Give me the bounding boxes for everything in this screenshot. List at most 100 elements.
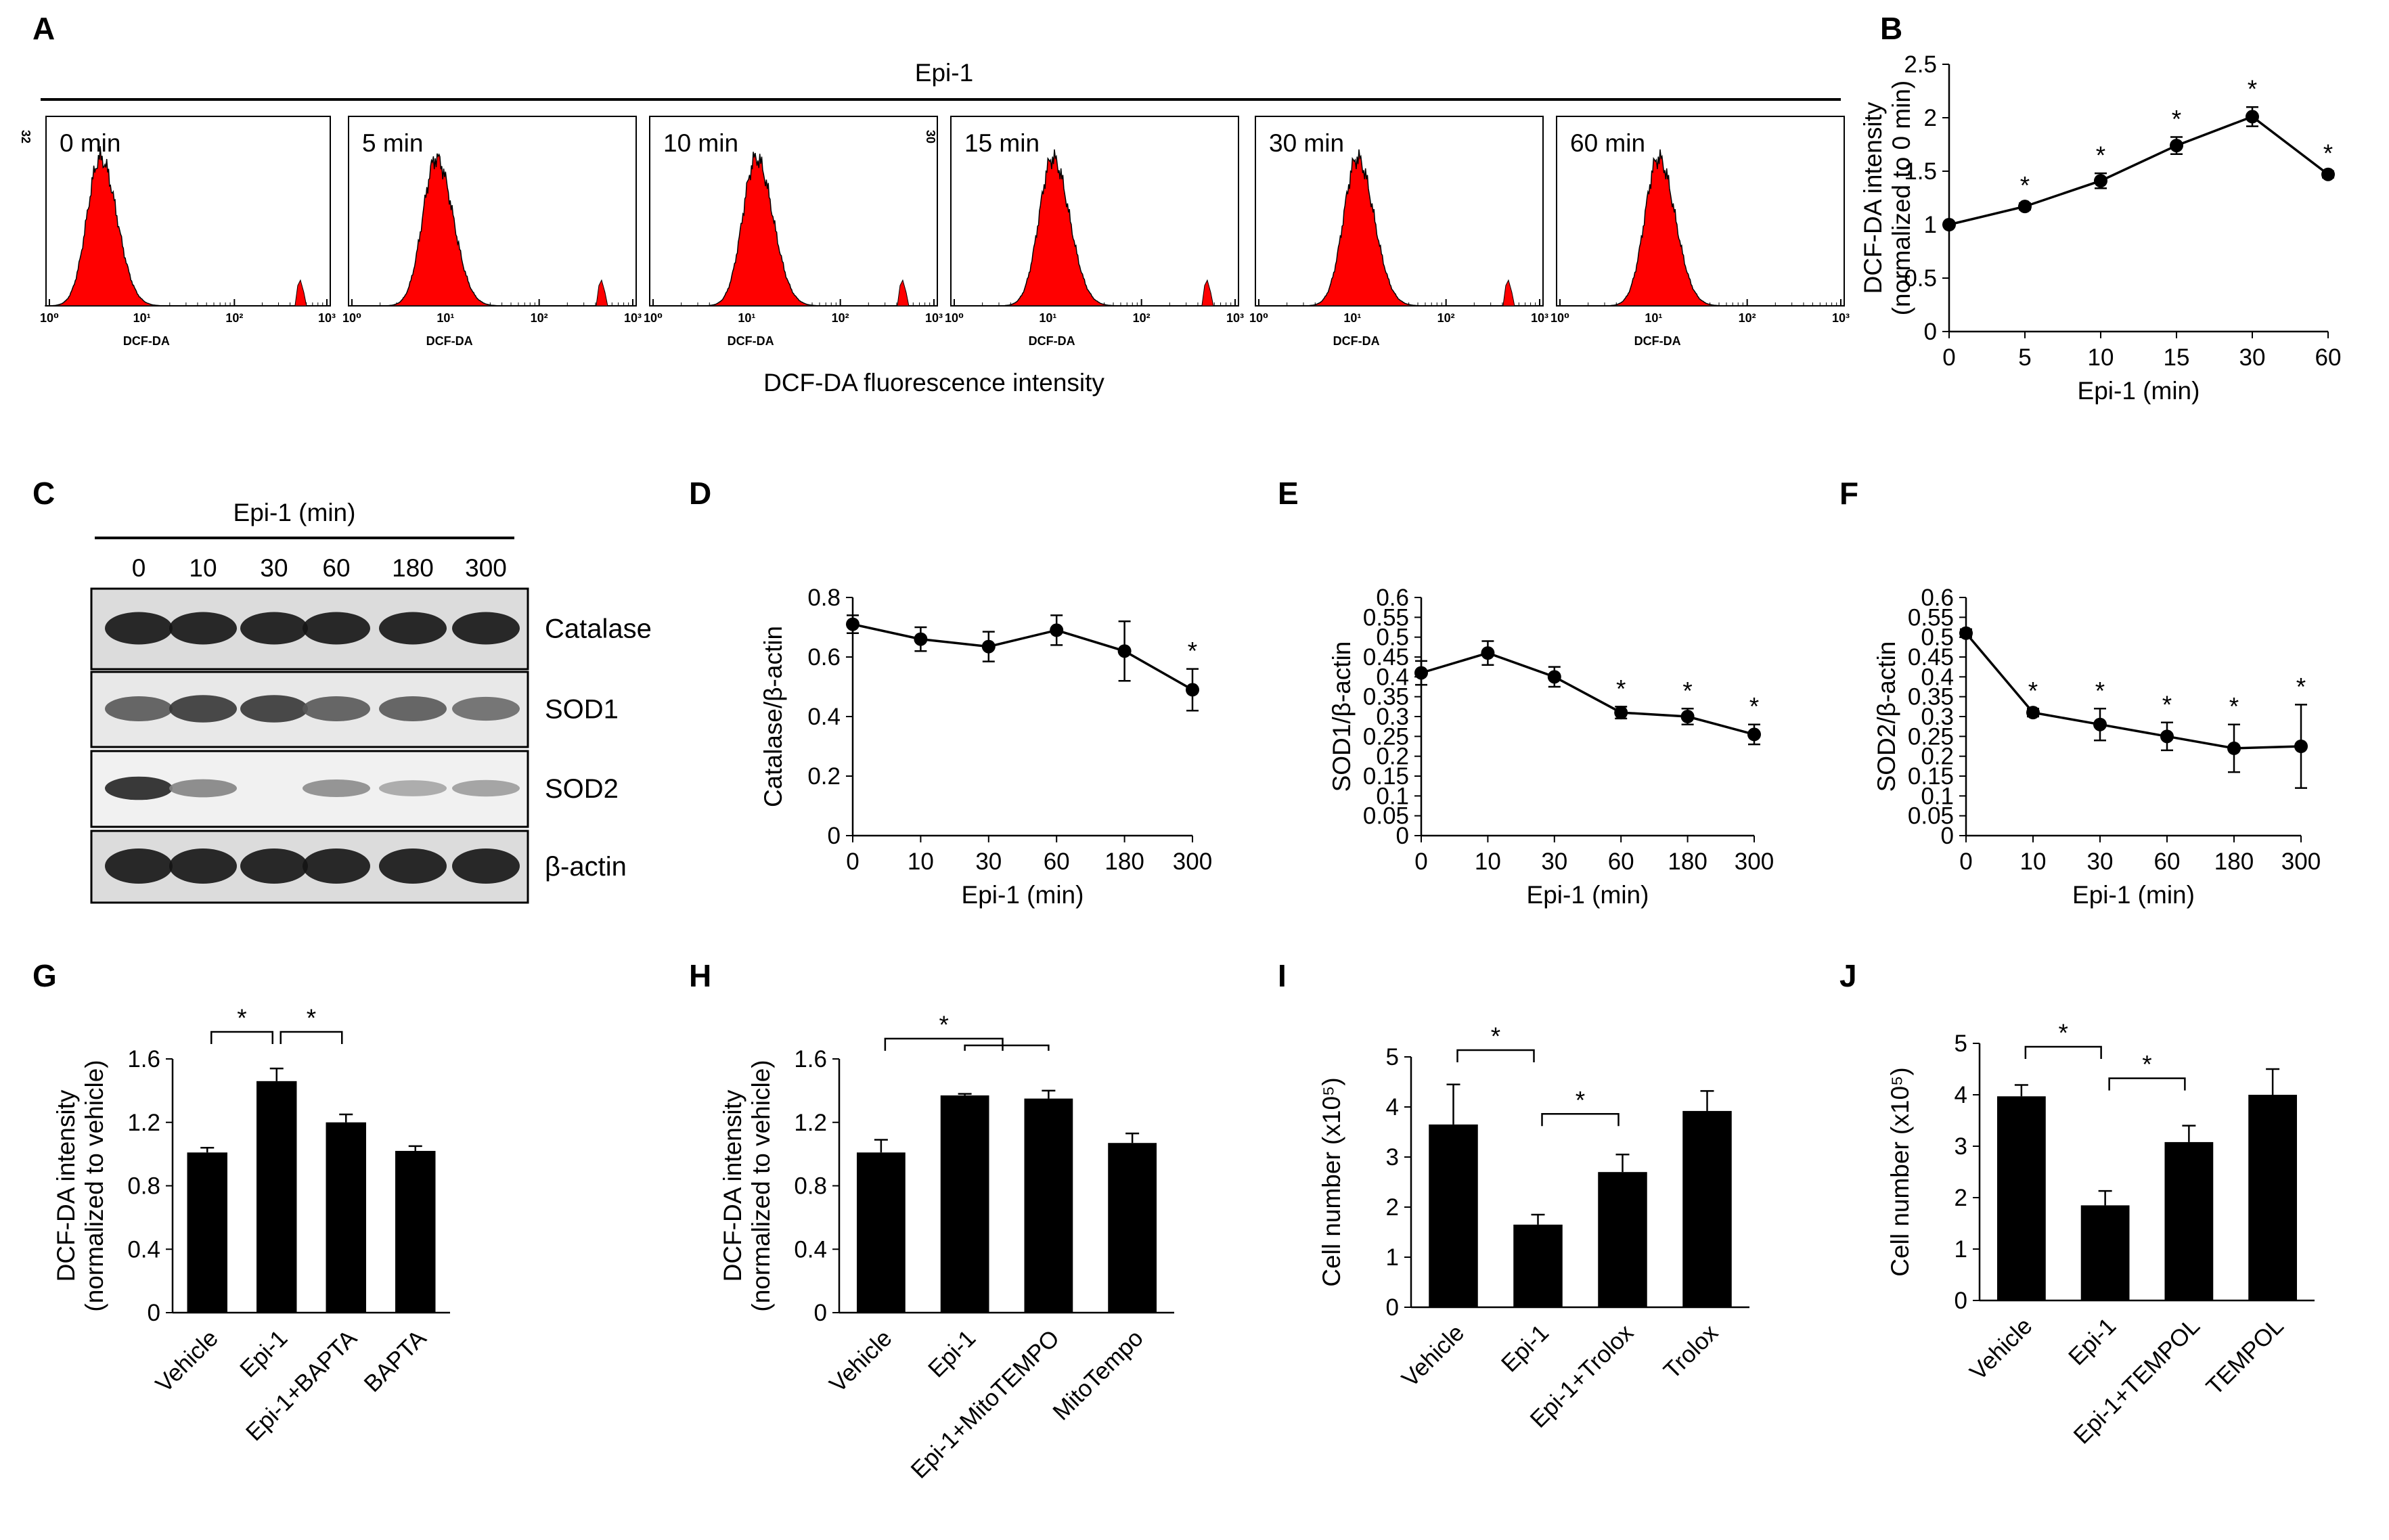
histogram-tick-label: 10² [832, 311, 849, 325]
x-tick-label: MitoTempo [1048, 1325, 1148, 1426]
y-tick-label: 0.15 [1908, 763, 1954, 790]
y-axis-label: SOD1/β-actin [1328, 641, 1356, 792]
bar [1513, 1224, 1563, 1307]
y-tick-label: 1.5 [1904, 158, 1937, 185]
x-axis-label: Epi-1 (min) [2072, 881, 2195, 909]
y-tick-label: 1.2 [127, 1110, 160, 1136]
x-tick-label: 10 [2088, 344, 2114, 371]
data-point [846, 617, 859, 631]
bar [1598, 1172, 1647, 1307]
panel-label-g: G [32, 958, 57, 993]
significance-mark: * [1616, 675, 1626, 702]
data-point [2094, 174, 2107, 188]
panel-c-western-blot: Epi-1 (min) 0 10 30 60 180 300 Catalase SOD1 SOD… [90, 499, 652, 904]
blot-strip-1: SOD1 [90, 671, 619, 748]
significance-mark: * [2296, 673, 2306, 700]
y-axis-label: Cell number (x10⁵) [1886, 1067, 1914, 1276]
blot-lane-label: 0 [132, 554, 146, 582]
x-tick-label: 60 [1044, 848, 1070, 875]
data-point [2227, 741, 2241, 755]
chart-g: 0 0.4 0.8 1.2 1.6 DCF-DA intensity (normalized… [52, 1004, 450, 1446]
significance-mark: * [2059, 1019, 2068, 1047]
blot-lane-label: 10 [189, 554, 217, 582]
x-tick-label: BAPTA [359, 1325, 432, 1397]
data-point [1547, 670, 1561, 684]
x-tick-label: 10 [2020, 848, 2047, 875]
bar [2080, 1205, 2130, 1300]
blot-lane-label: 60 [322, 554, 350, 582]
y-tick-label: 0.55 [1908, 604, 1954, 631]
histogram-tick-label: 10² [1739, 311, 1756, 325]
significance-mark: * [2162, 691, 2172, 719]
y-tick-label: 0.5 [1904, 265, 1937, 292]
y-tick-label: 0.05 [1363, 803, 1409, 830]
data-point [981, 639, 996, 654]
y-tick-label: 0.4 [1376, 664, 1409, 690]
histogram-channel-label: DCF-DA [123, 334, 170, 348]
blot-band [169, 848, 237, 884]
y-tick-label: 0.55 [1363, 604, 1409, 631]
y-axis-label: SOD2/β-actin [1873, 641, 1900, 792]
x-tick-label: 60 [2154, 848, 2181, 875]
data-point [1747, 727, 1761, 742]
histogram-ymax: 32 [19, 130, 32, 143]
histogram-tick-label: 10¹ [1039, 311, 1056, 325]
chart-f: 00.050.10.150.20.250.30.350.40.450.50.55… [1873, 585, 2321, 909]
y-tick-label: 2 [1386, 1194, 1399, 1221]
data-point [2026, 706, 2040, 720]
x-tick-label: 60 [1608, 848, 1634, 875]
significance-mark: * [2142, 1051, 2151, 1079]
significance-bracket [964, 1044, 1050, 1051]
bar [856, 1152, 906, 1313]
x-tick-label: 60 [2315, 344, 2342, 371]
blot-band [452, 848, 520, 884]
y-axis-label: (normalized to 0 min) [1888, 81, 1915, 316]
histogram-channel-label: DCF-DA [1634, 334, 1681, 348]
y-tick-label: 0.8 [794, 1173, 827, 1200]
y-tick-label: 0.45 [1363, 644, 1409, 671]
x-tick-label: 180 [2214, 848, 2254, 875]
histogram-tick-label: 10⁰ [40, 311, 59, 325]
histogram-tick-label: 10⁰ [1249, 311, 1268, 325]
y-axis-label: DCF-DA intensity [52, 1089, 80, 1282]
x-tick-label: 30 [2087, 848, 2114, 875]
y-tick-label: 4 [1386, 1094, 1399, 1120]
blot-band-label: SOD2 [545, 774, 619, 804]
bar [1996, 1096, 2046, 1300]
significance-mark: * [2095, 677, 2105, 704]
blot-band [452, 612, 520, 645]
y-tick-label: 0.05 [1908, 803, 1954, 830]
bar [395, 1150, 436, 1313]
y-tick-label: 0.5 [1376, 625, 1409, 651]
panel-label-e: E [1278, 476, 1299, 511]
y-tick-label: 0.2 [1376, 744, 1409, 770]
histogram-tick-label: 10¹ [437, 311, 454, 325]
blot-band [452, 696, 520, 721]
x-tick-label: Epi-1 [2063, 1313, 2121, 1370]
x-tick-label: Trolox [1659, 1319, 1724, 1384]
significance-bracket [1541, 1113, 1620, 1127]
x-tick-label: 0 [1959, 848, 1972, 875]
x-tick-label: 180 [1104, 848, 1144, 875]
y-tick-label: 1 [1386, 1244, 1399, 1271]
blot-band [303, 696, 370, 721]
y-tick-label: 1.6 [794, 1046, 827, 1072]
blot-band [303, 612, 370, 645]
y-tick-label: 0.4 [794, 1236, 827, 1263]
significance-bracket [280, 1031, 343, 1044]
x-tick-label: 180 [1668, 848, 1707, 875]
data-point [1117, 644, 1132, 658]
x-tick-label: 30 [975, 848, 1002, 875]
y-tick-label: 4 [1955, 1082, 1967, 1108]
data-point [2321, 167, 2335, 181]
data-point [1414, 666, 1428, 680]
x-tick-label: 5 [2018, 344, 2031, 371]
y-tick-label: 0.6 [1921, 585, 1954, 611]
data-point [1959, 626, 1973, 640]
blot-band [303, 848, 370, 884]
panel-a-title: Epi-1 [915, 59, 973, 87]
blot-band [169, 612, 237, 645]
data-point [1481, 646, 1495, 660]
blot-band [379, 612, 447, 645]
